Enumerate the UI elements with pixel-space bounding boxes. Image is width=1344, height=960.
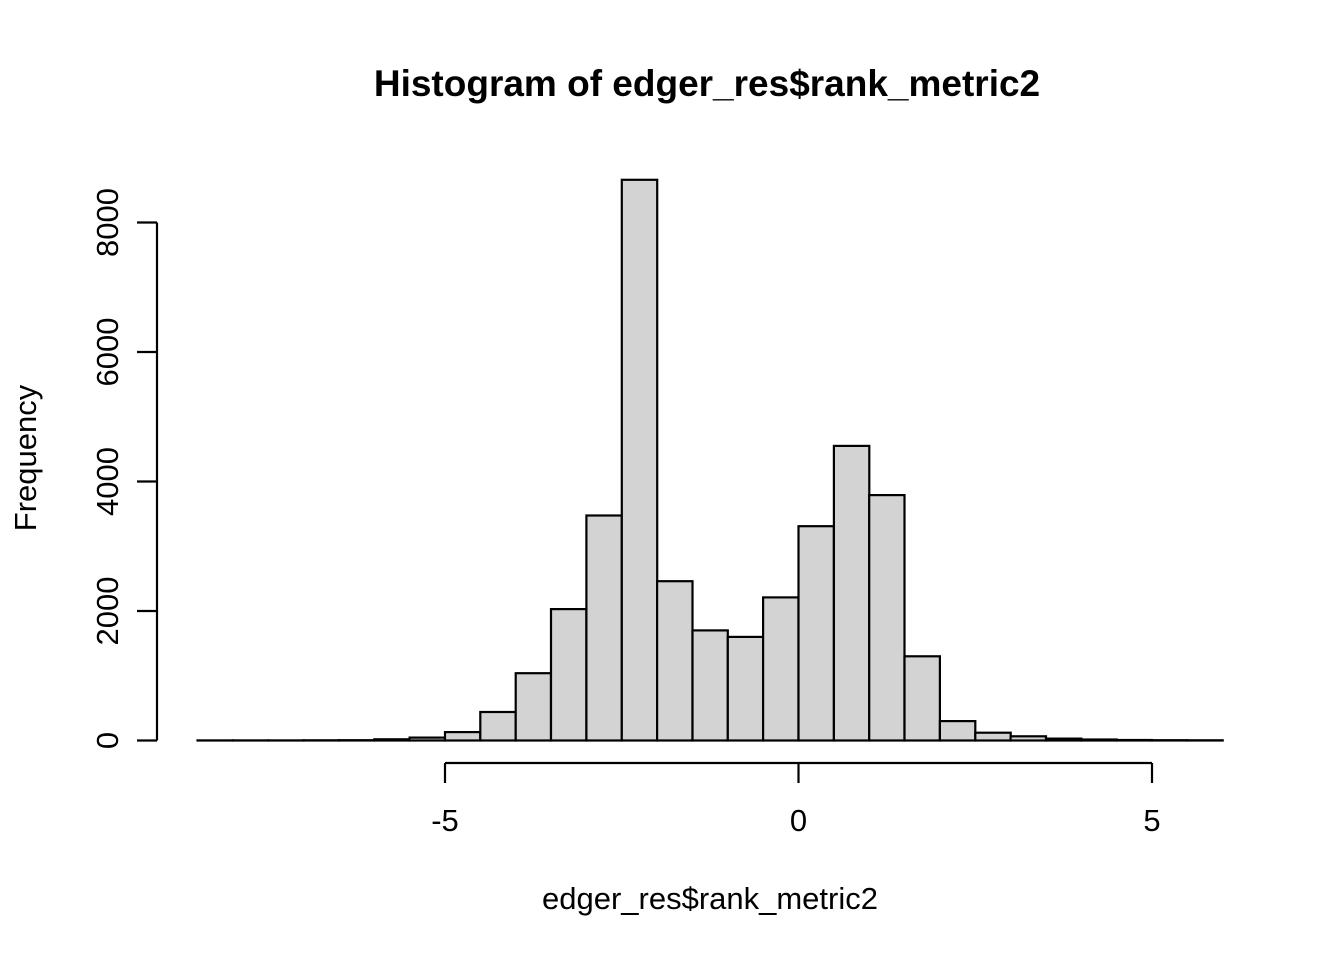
histogram-bar xyxy=(974,731,1012,742)
histogram-bar xyxy=(585,514,623,742)
y-tick-label: 6000 xyxy=(90,318,125,387)
histogram-bar xyxy=(408,736,447,742)
x-tick-label: 0 xyxy=(790,803,807,838)
histogram-bar xyxy=(620,178,659,742)
histogram-bar xyxy=(938,719,977,742)
y-tick-label: 4000 xyxy=(90,447,125,516)
histogram-bar xyxy=(1009,735,1048,742)
histogram-bar xyxy=(373,738,411,742)
histogram-bar xyxy=(868,494,906,742)
histogram-bar xyxy=(655,580,694,742)
histogram-bar xyxy=(1044,737,1083,742)
x-tick-label: -5 xyxy=(431,803,459,838)
histogram-bar xyxy=(832,444,871,742)
histogram-bar xyxy=(479,710,517,742)
histogram-bar xyxy=(443,730,482,742)
histogram-bar xyxy=(761,596,800,742)
histogram-bar xyxy=(1080,738,1118,742)
chart-title: Histogram of edger_res$rank_metric2 xyxy=(374,63,1040,104)
histogram-bar xyxy=(691,629,729,742)
histogram-bar xyxy=(726,635,765,742)
histogram-bar xyxy=(514,672,553,742)
histogram-bar xyxy=(1115,738,1154,742)
histogram-bar xyxy=(797,525,836,742)
y-axis: 0 2000 4000 6000 8000 xyxy=(90,188,159,749)
histogram-bar xyxy=(903,655,942,742)
x-tick-label: 5 xyxy=(1143,803,1160,838)
x-axis-label: edger_res$rank_metric2 xyxy=(542,881,878,916)
y-axis-label: Frequency xyxy=(8,384,43,531)
histogram-bars xyxy=(196,178,1224,742)
histogram-bar xyxy=(549,607,588,742)
y-tick-label: 8000 xyxy=(90,188,125,257)
x-axis: -5 0 5 xyxy=(431,761,1161,838)
y-tick-label: 2000 xyxy=(90,577,125,646)
y-tick-label: 0 xyxy=(90,732,125,749)
